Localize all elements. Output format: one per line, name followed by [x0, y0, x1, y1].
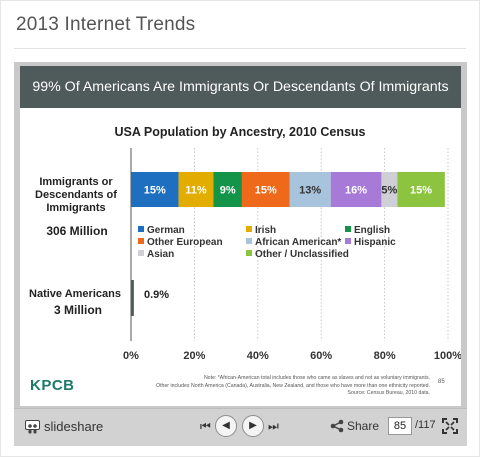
x-tick-label: 80%: [374, 350, 396, 362]
native-americans-value: 0.9%: [144, 289, 169, 301]
legend-swatch: [138, 226, 144, 232]
x-tick-label: 40%: [247, 350, 269, 362]
title-divider: [14, 48, 466, 49]
native-americans-bar: [131, 280, 134, 316]
legend-label: English: [354, 225, 390, 236]
chart-title: USA Population by Ancestry, 2010 Census: [115, 125, 366, 139]
next-slide-button[interactable]: ▶: [242, 415, 264, 437]
segment-label: 16%: [345, 185, 367, 197]
slideshare-logo-icon: [25, 420, 40, 434]
bar-segment-other-european: [241, 172, 290, 207]
source-note: Note: *African-American total includes t…: [100, 375, 430, 398]
bar-segment-english: [213, 172, 242, 207]
segment-label: 5%: [381, 185, 397, 197]
note-line: Note: *African-American total includes t…: [203, 375, 430, 381]
slideshare-brand[interactable]: slideshare: [44, 419, 104, 434]
slide-header: 99% Of Americans Are Immigrants Or Desce…: [20, 66, 461, 108]
legend-swatch: [246, 250, 252, 256]
triangle-right-icon: ▶: [249, 420, 257, 431]
legend-swatch: [246, 238, 252, 244]
category-label: Descendants of: [35, 189, 117, 201]
page-number-input[interactable]: 85: [388, 417, 412, 435]
segment-label: 15%: [255, 185, 277, 197]
segment-label: 11%: [185, 185, 207, 197]
viewer-toolbar: slideshare ⏮ ◀ ▶ ⏭ Share 85 /117: [14, 408, 467, 446]
note-line: Source: Census Bureau, 2010 data.: [347, 390, 430, 397]
x-tick-label: 0%: [123, 350, 139, 362]
previous-slide-button[interactable]: ◀: [215, 415, 237, 437]
legend-label: Asian: [147, 249, 174, 260]
category-label: Immigrants: [46, 202, 105, 214]
legend-label: Hispanic: [354, 237, 396, 248]
bar-segment-hispanic: [330, 172, 382, 207]
bar-segment-german: [131, 172, 179, 207]
category-label: Immigrants or: [39, 176, 113, 188]
bar-segment-asian: [381, 172, 398, 207]
legend-swatch: [345, 238, 351, 244]
legend-swatch: [138, 250, 144, 256]
legend-swatch: [345, 226, 351, 232]
category-sublabel: 3 Million: [54, 303, 102, 317]
slide: 99% Of Americans Are Immigrants Or Desce…: [20, 66, 461, 406]
x-tick-label: 100%: [434, 350, 461, 362]
bar-segment-african-american: [289, 172, 331, 207]
segment-label: 9%: [220, 185, 236, 197]
x-tick-label: 60%: [310, 350, 332, 362]
legend-label: African American*: [255, 237, 341, 248]
x-tick-label: 20%: [183, 350, 205, 362]
last-slide-icon[interactable]: ⏭: [268, 419, 279, 433]
share-button[interactable]: Share: [347, 419, 380, 433]
share-icon[interactable]: [330, 419, 344, 433]
slide-header-text: 99% Of Americans Are Immigrants Or Desce…: [32, 79, 449, 95]
category-sublabel: 306 Million: [46, 224, 107, 238]
triangle-left-icon: ◀: [222, 420, 230, 431]
kpcb-logo: KPCB: [30, 377, 75, 394]
page-total: /117: [415, 419, 436, 431]
category-label: Native Americans: [29, 288, 121, 300]
legend-label: Irish: [255, 225, 276, 236]
legend-swatch: [138, 238, 144, 244]
slide-page-number: 85: [438, 379, 445, 385]
legend-swatch: [246, 226, 252, 232]
bar-segment-other-unclassified: [397, 172, 445, 207]
legend-label: Other European: [147, 237, 223, 248]
ancestry-chart: USA Population by Ancestry, 2010 Census 1…: [29, 125, 461, 362]
note-line: Other includes North America (Canada), A…: [156, 382, 430, 389]
page-title: 2013 Internet Trends: [16, 14, 196, 35]
fullscreen-icon[interactable]: [442, 418, 458, 434]
first-slide-icon[interactable]: ⏮: [200, 419, 211, 433]
legend-label: German: [147, 225, 185, 236]
bar-segment-irish: [178, 172, 214, 207]
segment-label: 15%: [410, 185, 432, 197]
legend-label: Other / Unclassified: [255, 249, 349, 260]
segment-label: 15%: [144, 185, 166, 197]
segment-label: 13%: [299, 185, 321, 197]
